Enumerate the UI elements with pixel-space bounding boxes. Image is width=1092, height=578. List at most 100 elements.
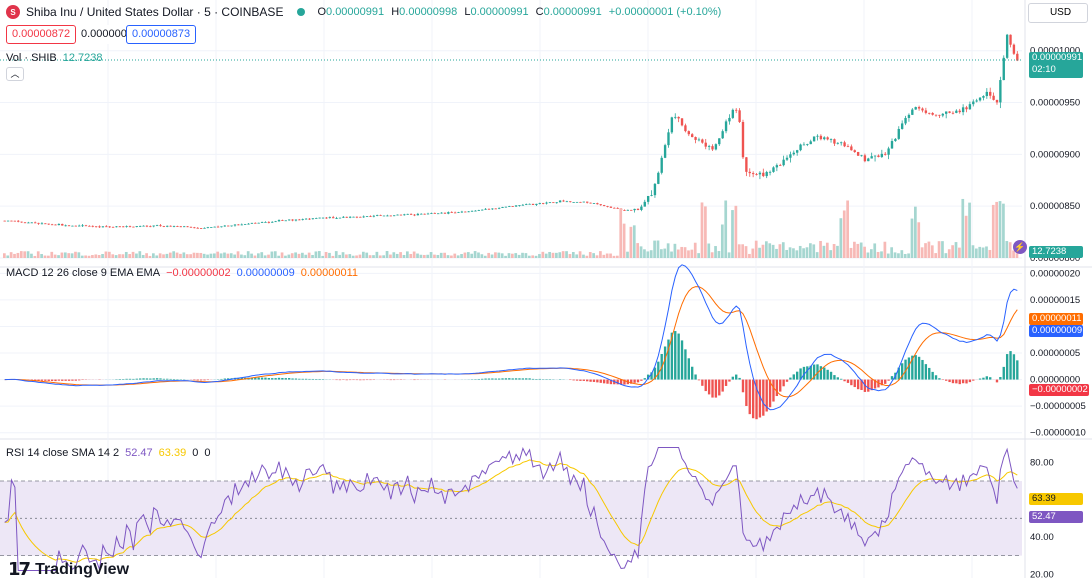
candle-body <box>3 220 6 222</box>
macd-line-tag: 0.00000009 <box>1029 325 1083 337</box>
volume-bar <box>619 208 623 258</box>
volume-bar <box>531 255 535 258</box>
candle-body <box>376 214 379 216</box>
volume-bar <box>409 253 413 258</box>
volume-bar <box>145 253 148 258</box>
macd-tick-label: −0.00000010 <box>1030 428 1086 439</box>
macd-histogram-bar <box>995 379 999 383</box>
macd-pane[interactable] <box>4 264 1019 420</box>
volume-bar <box>314 251 318 258</box>
candle-body <box>873 155 877 157</box>
candle-body <box>453 212 457 214</box>
macd-histogram-bar <box>582 379 585 381</box>
chevron-up-icon[interactable]: ︿ <box>6 67 24 81</box>
candle-body <box>13 220 17 222</box>
buy-button[interactable]: 0.00000873 <box>126 25 197 44</box>
candle-body <box>582 201 585 203</box>
volume-bar <box>538 254 541 258</box>
lightning-icon[interactable]: ⚡ <box>1013 240 1027 254</box>
volume-bar <box>355 255 358 258</box>
candle-body <box>928 112 931 114</box>
volume-legend-label[interactable]: Vol · SHIB <box>6 52 57 64</box>
rsi-legend-label[interactable]: RSI 14 close SMA 14 2 <box>6 447 120 459</box>
candle-body <box>789 154 792 158</box>
volume-bar <box>80 255 84 258</box>
volume-bar <box>561 251 565 258</box>
candle-body <box>914 107 917 110</box>
macd-histogram-bar <box>856 379 860 390</box>
volume-bar <box>985 246 988 258</box>
candle-body <box>447 212 450 214</box>
tradingview-logo[interactable]: 17 TradingView <box>8 559 129 578</box>
candle-body <box>667 132 670 146</box>
macd-histogram-bar <box>972 379 975 381</box>
volume-bar <box>223 252 226 258</box>
candle-body <box>440 212 443 214</box>
currency-selector[interactable]: USD <box>1028 3 1088 23</box>
candle-body <box>779 165 782 166</box>
rsi-pane[interactable] <box>0 446 1022 571</box>
macd-histogram-bar <box>240 377 243 380</box>
macd-histogram-bar <box>968 379 972 383</box>
candle-body <box>724 121 728 132</box>
volume-bar <box>60 252 64 258</box>
candle-body <box>477 210 481 211</box>
macd-histogram-bar <box>525 378 528 380</box>
volume-bar <box>741 244 745 258</box>
volume-bar <box>693 242 697 258</box>
candle-body <box>304 218 308 220</box>
macd-histogram-bar <box>724 379 728 386</box>
volume-bar <box>866 252 870 258</box>
candle-body <box>396 214 399 216</box>
symbol-legend: S Shiba Inu / United States Dollar · 5 ·… <box>6 5 725 19</box>
candle-body <box>897 128 900 139</box>
volume-bar <box>494 252 497 258</box>
candle-body <box>826 137 829 140</box>
candle-body <box>332 217 335 219</box>
candle-body <box>867 158 870 162</box>
price-pane[interactable] <box>0 33 1022 229</box>
macd-histogram-bar <box>199 379 203 381</box>
candle-body <box>409 213 413 215</box>
volume-bar <box>511 253 514 258</box>
macd-histogram-bar <box>596 379 599 383</box>
macd-histogram-bar <box>619 379 623 385</box>
candle-body <box>233 224 237 226</box>
candle-body <box>863 155 867 162</box>
volume-bar <box>944 253 948 258</box>
macd-histogram-bar <box>965 379 968 384</box>
candle-body <box>487 208 491 210</box>
candle-body <box>931 112 934 115</box>
sell-button[interactable]: 0.00000872 <box>6 25 77 44</box>
volume-bar <box>504 255 507 258</box>
candle-body <box>646 195 650 202</box>
macd-histogram-bar <box>877 379 880 388</box>
candle-body <box>972 101 975 105</box>
candle-body <box>308 218 311 220</box>
candle-body <box>718 138 721 145</box>
volume-legend-value: 12.7238 <box>62 52 103 64</box>
candle-body <box>352 216 355 218</box>
candle-body <box>460 211 464 213</box>
volume-bar <box>941 241 944 258</box>
macd-histogram-bar <box>904 359 907 380</box>
volume-bar <box>297 253 301 258</box>
candle-body <box>636 208 640 210</box>
symbol-title[interactable]: Shiba Inu / United States Dollar · 5 · C… <box>26 5 284 19</box>
volume-bar <box>575 254 579 258</box>
volume-bar <box>477 252 480 258</box>
candle-body <box>982 96 985 98</box>
candle-body <box>528 203 531 205</box>
candle-body <box>758 172 762 175</box>
volume-bar <box>958 247 961 258</box>
candle-body <box>413 214 416 216</box>
volume-bar <box>517 254 521 258</box>
candle-body <box>271 221 274 223</box>
volume-bar <box>673 243 677 258</box>
volume-bar <box>842 210 846 258</box>
macd-legend-label[interactable]: MACD 12 26 close 9 EMA EMA <box>6 267 161 279</box>
volume-bar <box>582 254 585 258</box>
macd-histogram-bar <box>118 379 122 380</box>
